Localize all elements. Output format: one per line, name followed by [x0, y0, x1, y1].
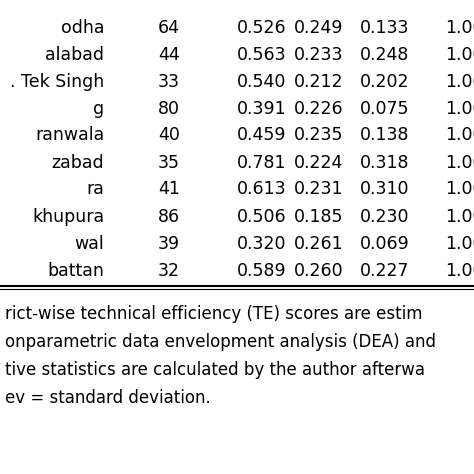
Text: 44: 44	[158, 46, 180, 64]
Text: 33: 33	[158, 73, 180, 91]
Text: rict-wise technical efficiency (TE) scores are estim: rict-wise technical efficiency (TE) scor…	[5, 305, 422, 323]
Text: 0.310: 0.310	[360, 181, 410, 199]
Text: 80: 80	[158, 100, 180, 118]
Text: 0.230: 0.230	[360, 208, 410, 226]
Text: 0.391: 0.391	[237, 100, 287, 118]
Text: 0.138: 0.138	[360, 127, 410, 145]
Text: 0.133: 0.133	[360, 18, 410, 36]
Text: 0.320: 0.320	[237, 235, 286, 253]
Text: ra: ra	[86, 181, 104, 199]
Text: 1.00: 1.00	[446, 46, 474, 64]
Text: 0.212: 0.212	[294, 73, 343, 91]
Text: tive statistics are calculated by the author afterwa: tive statistics are calculated by the au…	[5, 361, 425, 379]
Text: 0.069: 0.069	[360, 235, 410, 253]
Text: 40: 40	[158, 127, 180, 145]
Text: 0.613: 0.613	[237, 181, 287, 199]
Text: 35: 35	[158, 154, 180, 172]
Text: wal: wal	[74, 235, 104, 253]
Text: 0.075: 0.075	[360, 100, 410, 118]
Text: 86: 86	[158, 208, 180, 226]
Text: 0.249: 0.249	[294, 18, 343, 36]
Text: battan: battan	[47, 262, 104, 280]
Text: 1.00: 1.00	[446, 18, 474, 36]
Text: 1.00: 1.00	[446, 235, 474, 253]
Text: 0.459: 0.459	[237, 127, 286, 145]
Text: 1.00: 1.00	[446, 100, 474, 118]
Text: 1.00: 1.00	[446, 181, 474, 199]
Text: 0.506: 0.506	[237, 208, 287, 226]
Text: 1.00: 1.00	[446, 208, 474, 226]
Text: 0.781: 0.781	[237, 154, 286, 172]
Text: g: g	[93, 100, 104, 118]
Text: 0.224: 0.224	[294, 154, 343, 172]
Text: 0.563: 0.563	[237, 46, 287, 64]
Text: 1.00: 1.00	[446, 127, 474, 145]
Text: 0.226: 0.226	[294, 100, 344, 118]
Text: 0.235: 0.235	[294, 127, 343, 145]
Text: odha: odha	[61, 18, 104, 36]
Text: khupura: khupura	[32, 208, 104, 226]
Text: 64: 64	[158, 18, 180, 36]
Text: 0.261: 0.261	[294, 235, 344, 253]
Text: 39: 39	[158, 235, 180, 253]
Text: 0.318: 0.318	[360, 154, 410, 172]
Text: 0.233: 0.233	[294, 46, 343, 64]
Text: 0.231: 0.231	[294, 181, 343, 199]
Text: 0.526: 0.526	[237, 18, 287, 36]
Text: alabad: alabad	[46, 46, 104, 64]
Text: 1.00: 1.00	[446, 73, 474, 91]
Text: ev = standard deviation.: ev = standard deviation.	[5, 389, 210, 407]
Text: 41: 41	[158, 181, 180, 199]
Text: 0.589: 0.589	[237, 262, 287, 280]
Text: 0.260: 0.260	[294, 262, 344, 280]
Text: onparametric data envelopment analysis (DEA) and: onparametric data envelopment analysis (…	[5, 333, 436, 351]
Text: ranwala: ranwala	[35, 127, 104, 145]
Text: zabad: zabad	[52, 154, 104, 172]
Text: . Tek Singh: . Tek Singh	[10, 73, 104, 91]
Text: 1.00: 1.00	[446, 154, 474, 172]
Text: 0.227: 0.227	[360, 262, 410, 280]
Text: 0.248: 0.248	[360, 46, 410, 64]
Text: 0.540: 0.540	[237, 73, 286, 91]
Text: 0.185: 0.185	[294, 208, 343, 226]
Text: 32: 32	[158, 262, 180, 280]
Text: 1.00: 1.00	[446, 262, 474, 280]
Text: 0.202: 0.202	[360, 73, 410, 91]
